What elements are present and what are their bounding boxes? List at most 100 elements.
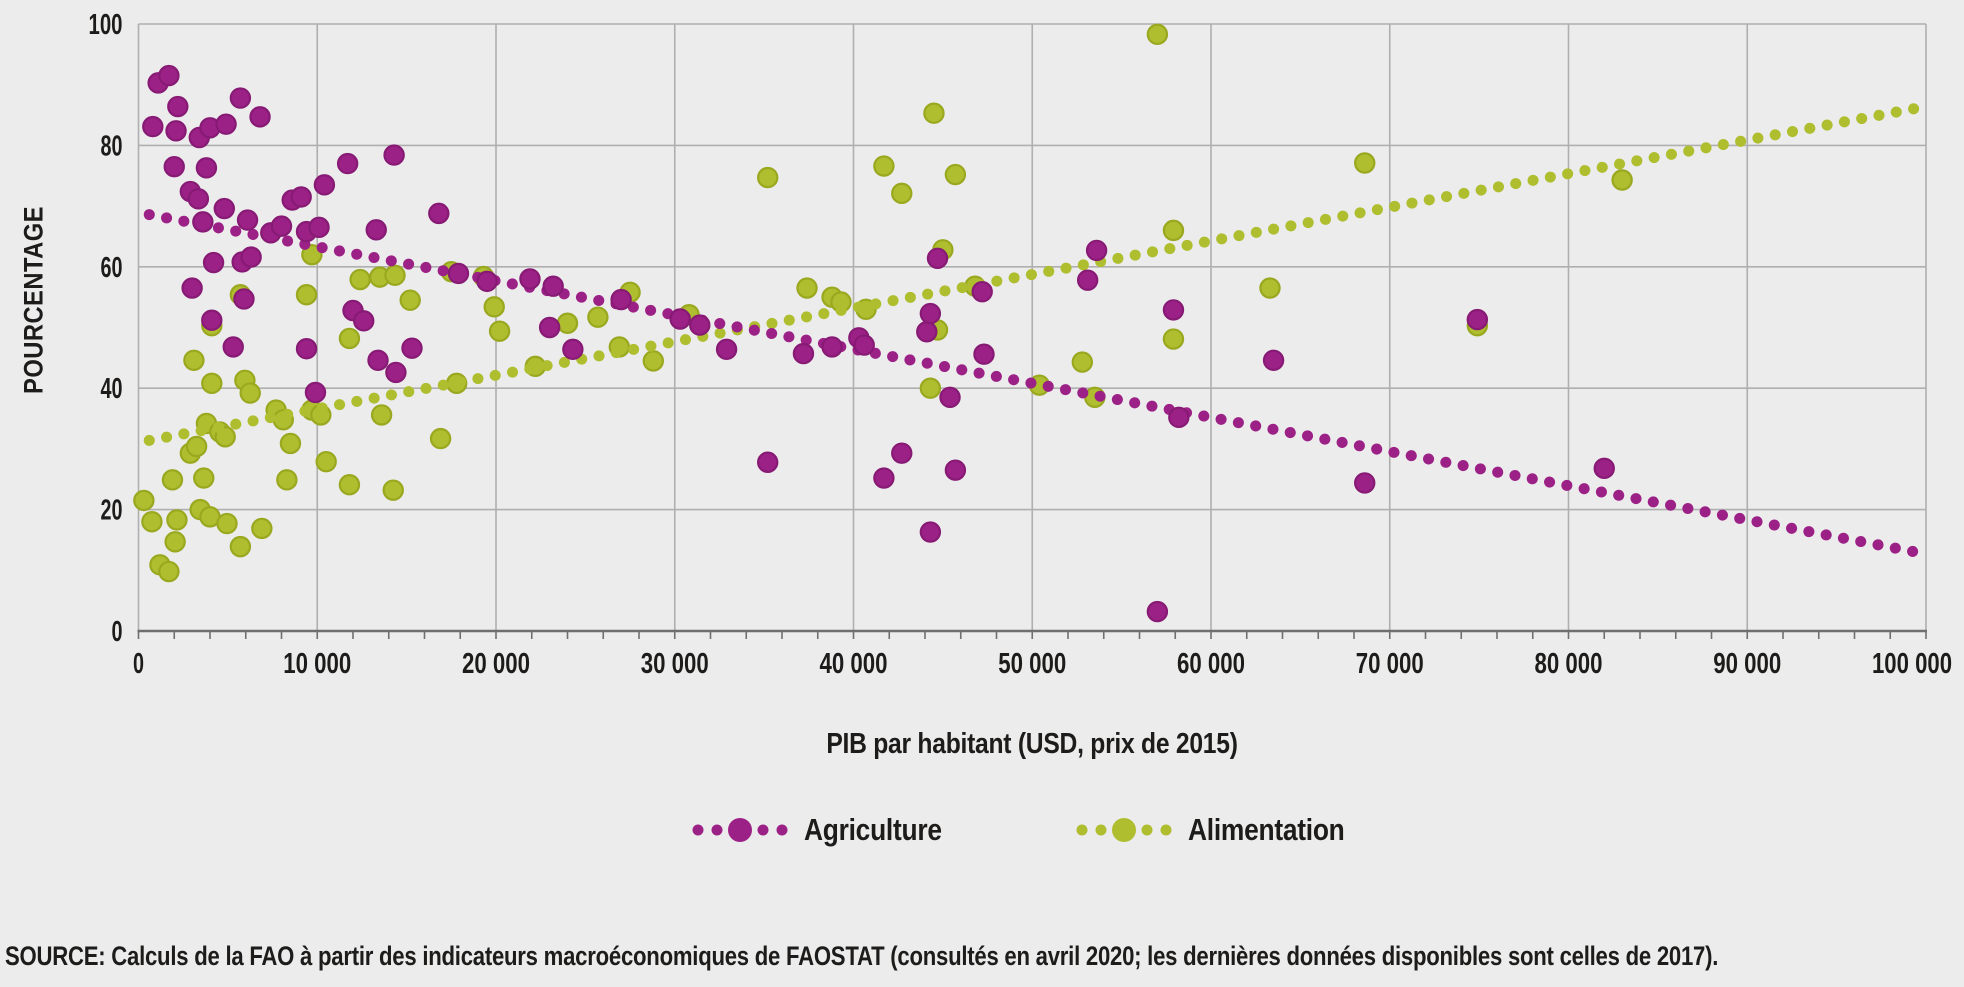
x-tick-label: 50 000 xyxy=(998,648,1066,680)
agriculture-point xyxy=(1168,406,1190,429)
agriculture-point xyxy=(1593,457,1615,480)
agriculture-point xyxy=(215,113,237,135)
agriculture-point xyxy=(562,338,584,361)
alimentation-point xyxy=(382,479,404,501)
x-tick-label: 90 000 xyxy=(1713,648,1781,680)
agriculture-point xyxy=(187,188,210,210)
legend-item-alimentation: Alimentation xyxy=(1076,812,1372,848)
alimentation-point xyxy=(164,531,186,553)
agriculture-point xyxy=(792,342,815,365)
alimentation-point xyxy=(315,450,337,473)
agriculture-point xyxy=(240,246,262,268)
agriculture-point xyxy=(538,316,561,339)
alimentation-point xyxy=(556,312,579,334)
alimentation-point xyxy=(1146,23,1169,46)
agriculture-point xyxy=(401,337,423,359)
agriculture-point xyxy=(229,87,252,109)
agriculture-point xyxy=(1262,349,1285,371)
alimentation-point xyxy=(429,427,452,450)
agriculture-point xyxy=(290,186,312,208)
x-tick-label: 60 000 xyxy=(1177,648,1245,680)
y-tick-label: 0 xyxy=(112,616,123,648)
alimentation-point xyxy=(1259,277,1281,299)
x-tick-label: 70 000 xyxy=(1356,648,1424,680)
agriculture-point xyxy=(757,451,779,473)
alimentation-point xyxy=(133,489,155,512)
alimentation-point xyxy=(295,284,318,306)
agriculture-point xyxy=(222,336,244,358)
y-tick-label: 100 xyxy=(89,9,123,41)
y-tick-label: 80 xyxy=(101,130,123,162)
agriculture-point xyxy=(181,277,203,299)
agriculture-point xyxy=(891,442,913,464)
agriculture-point xyxy=(669,308,691,330)
agriculture-point xyxy=(971,280,993,303)
x-tick-label: 30 000 xyxy=(641,648,709,680)
legend: Agriculture Alimentation xyxy=(138,802,1926,858)
alimentation-point xyxy=(141,511,163,533)
source-note: SOURCE: Calculs de la FAO à partir des i… xyxy=(5,941,1719,971)
agriculture-point xyxy=(1354,472,1376,494)
alimentation-legend-marker xyxy=(1076,818,1172,842)
agriculture-point xyxy=(476,270,498,293)
agriculture-point xyxy=(1466,308,1489,331)
agriculture-point xyxy=(447,262,470,285)
x-tick-label: 0 xyxy=(133,648,144,680)
legend-label-alimentation: Alimentation xyxy=(1187,812,1345,847)
alimentation-point xyxy=(1354,152,1376,174)
agriculture-point xyxy=(610,288,632,311)
agriculture-point xyxy=(519,268,541,290)
scatter-plot: 0 20 40 60 80 100 0 10 000 20 000 30 000 40 000 50 … xyxy=(89,9,1953,680)
alimentation-point xyxy=(384,264,406,286)
agriculture-point xyxy=(270,215,293,237)
alimentation-point xyxy=(161,469,184,491)
agriculture-point xyxy=(919,302,942,325)
alimentation-point xyxy=(1071,351,1094,373)
agriculture-point xyxy=(542,275,564,297)
agriculture-trend-line xyxy=(143,209,1928,559)
alimentation-point xyxy=(251,517,273,540)
alimentation-point xyxy=(891,182,913,205)
agriculture-point xyxy=(201,309,223,331)
alimentation-point xyxy=(944,163,967,186)
alimentation-point xyxy=(587,306,609,328)
x-tick-label: 10 000 xyxy=(283,648,351,680)
y-tick-label: 20 xyxy=(101,495,123,527)
y-tick-label: 40 xyxy=(101,373,123,405)
alimentation-point xyxy=(166,509,188,531)
agriculture-point xyxy=(192,211,214,233)
alimentation-point xyxy=(201,372,223,395)
agriculture-point xyxy=(873,467,895,489)
agriculture-point xyxy=(313,174,336,196)
agriculture-point xyxy=(385,361,407,384)
legend-label-agriculture: Agriculture xyxy=(803,812,942,847)
agriculture-point xyxy=(195,157,218,179)
agriculture-point xyxy=(715,338,738,361)
agriculture-point xyxy=(233,288,255,310)
alimentation-point xyxy=(642,350,665,372)
x-axis-title: PIB par habitant (USD, prix de 2015) xyxy=(826,728,1238,760)
agriculture-point xyxy=(821,336,843,358)
agriculture-point xyxy=(1146,600,1169,623)
agriculture-point xyxy=(367,349,389,371)
agriculture-point xyxy=(249,106,271,128)
agriculture-point xyxy=(142,115,164,138)
agriculture-point xyxy=(336,152,359,175)
agriculture-point xyxy=(689,314,711,336)
agriculture-point xyxy=(295,338,318,360)
agriculture-point xyxy=(158,64,180,87)
x-tick-label: 40 000 xyxy=(820,648,888,680)
alimentation-point xyxy=(873,155,895,177)
alimentation-point xyxy=(301,243,323,266)
y-tick-label: 60 xyxy=(101,252,123,284)
alimentation-point xyxy=(1162,219,1185,242)
alimentation-point xyxy=(399,289,421,311)
legend-item-agriculture: Agriculture xyxy=(692,812,966,848)
alimentation-point xyxy=(338,327,361,350)
alimentation-point xyxy=(923,102,945,124)
alimentation-trend-line xyxy=(143,101,1928,446)
agriculture-point xyxy=(163,155,185,178)
agriculture-point xyxy=(383,144,405,166)
alimentation-point xyxy=(216,512,238,535)
agriculture-point xyxy=(926,247,949,270)
